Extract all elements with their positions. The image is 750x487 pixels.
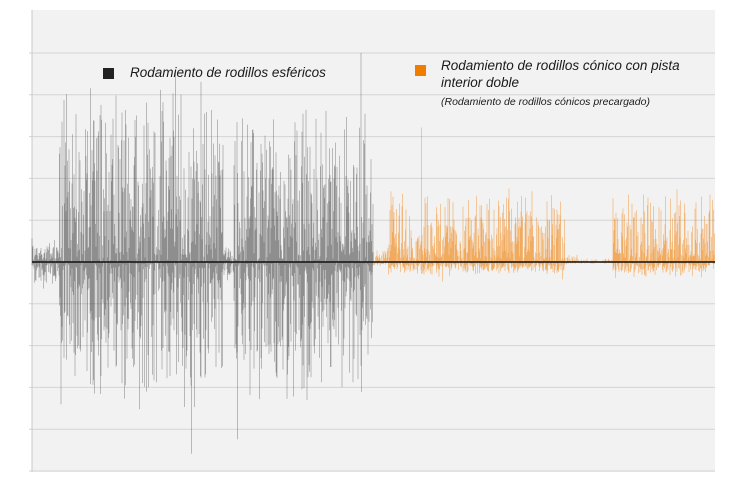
legend-label-spherical: Rodamiento de rodillos esféricos xyxy=(130,65,326,80)
legend-swatch-spherical xyxy=(103,68,114,79)
series-trace-0 xyxy=(31,52,374,454)
legend-note-tapered: (Rodamiento de rodillos cónicos precarga… xyxy=(441,96,650,108)
legend-item-tapered: Rodamiento de rodillos cónico con pista … xyxy=(415,57,681,91)
legend-label-tapered: Rodamiento de rodillos cónico con pista … xyxy=(441,58,680,90)
legend-item-spherical: Rodamiento de rodillos esféricos xyxy=(103,64,326,81)
legend-swatch-tapered xyxy=(415,65,426,76)
series-0 xyxy=(31,52,374,454)
